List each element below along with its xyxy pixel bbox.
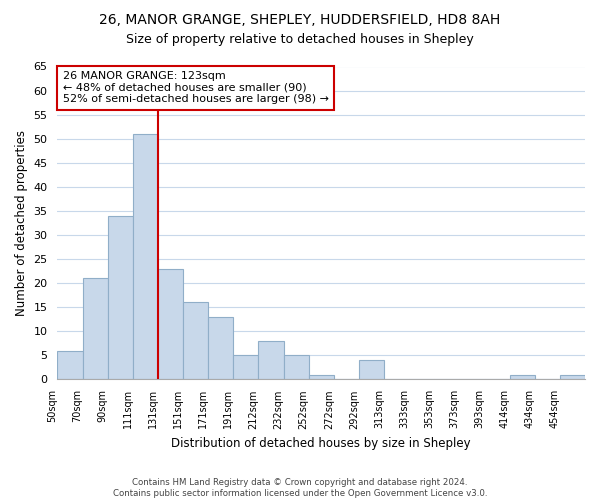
- X-axis label: Distribution of detached houses by size in Shepley: Distribution of detached houses by size …: [172, 437, 471, 450]
- Bar: [233, 356, 259, 380]
- Bar: [58, 350, 83, 380]
- Bar: [560, 374, 585, 380]
- Bar: [509, 374, 535, 380]
- Bar: [183, 302, 208, 380]
- Bar: [284, 356, 308, 380]
- Text: 26, MANOR GRANGE, SHEPLEY, HUDDERSFIELD, HD8 8AH: 26, MANOR GRANGE, SHEPLEY, HUDDERSFIELD,…: [100, 12, 500, 26]
- Bar: [83, 278, 107, 380]
- Bar: [133, 134, 158, 380]
- Text: Contains HM Land Registry data © Crown copyright and database right 2024.
Contai: Contains HM Land Registry data © Crown c…: [113, 478, 487, 498]
- Bar: [107, 216, 133, 380]
- Text: Size of property relative to detached houses in Shepley: Size of property relative to detached ho…: [126, 32, 474, 46]
- Bar: [359, 360, 384, 380]
- Bar: [208, 317, 233, 380]
- Y-axis label: Number of detached properties: Number of detached properties: [15, 130, 28, 316]
- Bar: [259, 341, 284, 380]
- Text: 26 MANOR GRANGE: 123sqm
← 48% of detached houses are smaller (90)
52% of semi-de: 26 MANOR GRANGE: 123sqm ← 48% of detache…: [62, 71, 329, 104]
- Bar: [158, 268, 183, 380]
- Bar: [308, 374, 334, 380]
